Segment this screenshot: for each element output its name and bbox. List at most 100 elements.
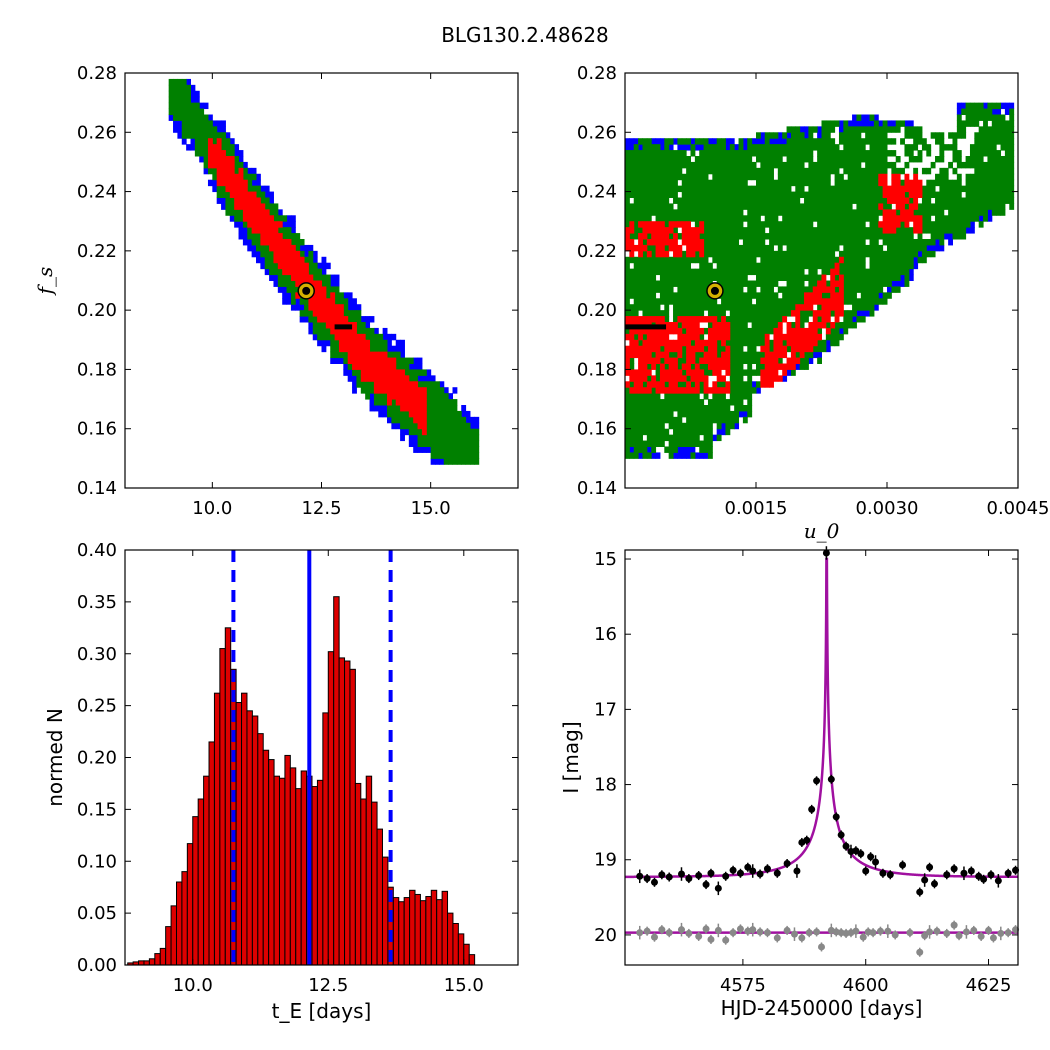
- confidence-cell: [786, 173, 792, 181]
- confidence-cell: [834, 221, 840, 228]
- confidence-cell: [882, 268, 888, 276]
- confidence-cell: [659, 440, 665, 447]
- confidence-cell: [852, 179, 857, 187]
- confidence-cell: [633, 452, 639, 459]
- confidence-cell: [290, 304, 296, 311]
- confidence-cell: [699, 203, 705, 210]
- confidence-cell: [413, 416, 419, 424]
- confidence-cell: [286, 239, 292, 246]
- confidence-cell: [795, 179, 801, 187]
- confidence-cell: [638, 339, 643, 347]
- confidence-cell: [729, 239, 735, 246]
- confidence-cell: [312, 250, 318, 258]
- confidence-cell: [347, 298, 353, 305]
- confidence-cell: [373, 327, 379, 335]
- confidence-cell: [974, 167, 980, 175]
- confidence-cell: [721, 256, 726, 264]
- confidence-cell: [878, 150, 884, 157]
- confidence-cell: [860, 310, 866, 317]
- confidence-cell: [290, 286, 296, 293]
- confidence-cell: [760, 310, 766, 317]
- confidence-cell: [646, 333, 652, 341]
- confidence-cell: [664, 357, 670, 364]
- confidence-cell: [812, 215, 818, 222]
- confidence-cell: [935, 179, 940, 187]
- confidence-cell: [1009, 167, 1015, 175]
- y-tick-label: 0.00: [77, 955, 117, 976]
- confidence-cell: [677, 351, 683, 359]
- confidence-cell: [343, 363, 349, 370]
- confidence-cell: [865, 298, 871, 305]
- confidence-cell: [865, 138, 871, 145]
- confidence-cell: [838, 221, 844, 228]
- confidence-cell: [956, 203, 962, 210]
- confidence-cell: [229, 150, 235, 157]
- confidence-cell: [646, 339, 652, 347]
- confidence-cell: [721, 304, 726, 311]
- confidence-cell: [203, 144, 209, 151]
- confidence-cell: [408, 440, 414, 447]
- confidence-cell: [738, 227, 744, 234]
- confidence-cell: [926, 179, 932, 187]
- confidence-cell: [282, 250, 288, 258]
- confidence-cell: [904, 132, 910, 139]
- confidence-cell: [633, 268, 639, 276]
- confidence-cell: [716, 274, 722, 281]
- confidence-cell: [764, 185, 770, 193]
- confidence-cell: [659, 387, 665, 394]
- y-tick-label: 0.15: [77, 799, 117, 820]
- histogram-bar: [154, 953, 161, 966]
- confidence-cell: [782, 345, 788, 353]
- confidence-cell: [699, 244, 705, 252]
- confidence-cell: [725, 339, 731, 347]
- confidence-cell: [847, 262, 853, 270]
- confidence-cell: [887, 161, 892, 169]
- confidence-cell: [729, 156, 735, 163]
- confidence-cell: [969, 215, 975, 222]
- histogram-bar: [235, 702, 243, 966]
- confidence-cell: [264, 256, 270, 264]
- confidence-cell: [935, 233, 940, 240]
- histogram-bar: [419, 900, 427, 966]
- confidence-cell: [426, 416, 432, 424]
- confidence-cell: [795, 333, 801, 341]
- confidence-cell: [1004, 108, 1010, 115]
- confidence-cell: [677, 144, 683, 151]
- confidence-cell: [725, 387, 731, 394]
- confidence-cell: [625, 286, 630, 293]
- confidence-cell: [269, 221, 274, 228]
- confidence-cell: [690, 393, 696, 400]
- confidence-cell: [978, 203, 984, 210]
- confidence-cell: [703, 410, 709, 418]
- data-point: [955, 932, 963, 940]
- confidence-cell: [633, 173, 639, 181]
- confidence-cell: [943, 203, 949, 210]
- confidence-cell: [707, 369, 713, 376]
- confidence-cell: [651, 150, 657, 157]
- x-tick-label: 10.0: [192, 498, 232, 519]
- confidence-cell: [699, 345, 705, 353]
- confidence-cell: [812, 233, 818, 240]
- confidence-cell: [729, 262, 735, 270]
- data-point: [818, 943, 825, 951]
- confidence-cell: [216, 185, 222, 193]
- confidence-cell: [795, 244, 801, 252]
- confidence-cell: [325, 304, 331, 311]
- confidence-cell: [965, 161, 971, 169]
- confidence-cell: [847, 250, 853, 258]
- confidence-cell: [921, 144, 927, 151]
- confidence-cell: [269, 256, 274, 264]
- confidence-cell: [821, 191, 827, 198]
- confidence-cell: [721, 422, 726, 430]
- confidence-cell: [873, 304, 879, 311]
- confidence-cell: [747, 316, 753, 323]
- confidence-cell: [825, 298, 831, 305]
- confidence-cell: [690, 298, 696, 305]
- confidence-cell: [777, 244, 783, 252]
- confidence-cell: [782, 363, 788, 370]
- confidence-cell: [764, 256, 770, 264]
- histogram-bar: [392, 897, 400, 966]
- confidence-cell: [638, 422, 643, 430]
- confidence-cell: [843, 316, 849, 323]
- confidence-cell: [1000, 120, 1006, 127]
